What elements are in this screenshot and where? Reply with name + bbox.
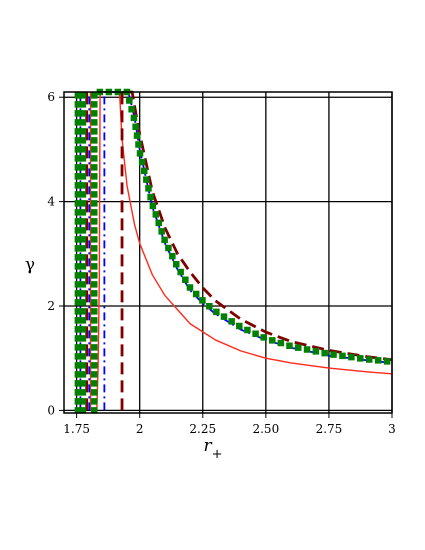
frame-layer — [63, 91, 393, 414]
x-axis-label-subscript: + — [212, 447, 223, 462]
series-1-line — [120, 90, 393, 411]
tick-layer: 1.75 2 2.25 2.50 2.75 3 0 2 4 6 — [47, 90, 395, 436]
x-tick-label-4: 2.75 — [316, 422, 343, 436]
plot-frame — [63, 91, 393, 414]
series-layer — [74, 88, 396, 414]
y-tick-label-3: 6 — [47, 90, 55, 104]
series-0-line — [96, 91, 393, 411]
x-tick-label-3: 2.50 — [252, 422, 279, 436]
grid-layer — [64, 92, 393, 413]
x-tick-label-0: 1.75 — [63, 422, 90, 436]
y-axis-label: γ — [25, 255, 35, 275]
x-tick-label-5: 3 — [388, 422, 396, 436]
x-axis-label-main: r — [203, 436, 212, 456]
series-3-line — [91, 88, 396, 414]
series-2-line — [103, 91, 393, 411]
x-axis-label: r+ — [203, 436, 222, 462]
y-tick-label-2: 4 — [47, 195, 55, 209]
x-tick-label-2: 2.25 — [189, 422, 216, 436]
x-tick-label-1: 2 — [136, 422, 144, 436]
y-tick-label-0: 0 — [47, 403, 55, 417]
y-tick-label-1: 2 — [47, 299, 55, 313]
